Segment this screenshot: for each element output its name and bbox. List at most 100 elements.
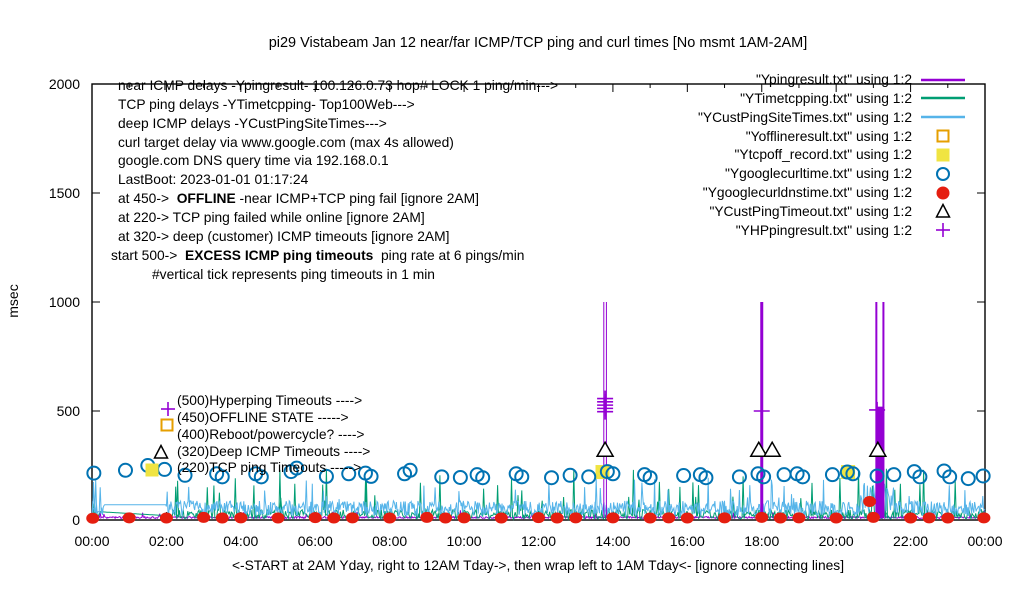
y-tick-label: 500: [57, 403, 81, 419]
legend-entry-8: "YCustPingTimeout.txt" using 1:2: [636, 202, 966, 221]
x-tick-label: 08:00: [372, 533, 407, 549]
y-tick-label: 1000: [49, 294, 80, 310]
y-tick-label: 0: [72, 512, 80, 528]
info-line-3: deep ICMP delays -YCustPingSiteTimes--->: [118, 116, 387, 131]
info-bold-text: OFFLINE: [176, 191, 236, 207]
threshold-label-4: (320)Deep ICMP Timeouts ---->: [177, 444, 371, 459]
legend-entry-1: "Ypingresult.txt" using 1:2: [636, 70, 966, 89]
triangle-open-icon: [935, 203, 951, 219]
info-line-11: #vertical tick represents ping timeouts …: [152, 267, 435, 282]
legend-sample: [920, 147, 966, 163]
legend-entry-2: "YTimetcpping.txt" using 1:2: [636, 89, 966, 108]
info-text: google.com DNS query time via 192.168.0.…: [118, 153, 389, 169]
axes: 00:00 02:00 04:00 06:00 08:00 10:00 12:00 14:00…: [49, 76, 1003, 549]
y-tick-label: 2000: [49, 76, 80, 92]
line-sample-icon: [921, 97, 965, 100]
legend-label: "YHPpingresult.txt" using 1:2: [735, 222, 912, 238]
legend-label: "Yofflineresult.txt" using 1:2: [745, 128, 912, 144]
legend-entry-6: "Ygooglecurltime.txt" using 1:2: [636, 164, 966, 183]
square-open-icon: [936, 129, 950, 143]
info-line-8: at 220-> TCP ping failed while online [i…: [118, 210, 425, 225]
legend-sample: [920, 114, 966, 120]
legend-label: "YTimetcpping.txt" using 1:2: [740, 90, 912, 106]
threshold-marker-1: [160, 401, 176, 417]
series-curl-circles: [86, 458, 991, 487]
info-text: near ICMP delays -Ypingresult- 100.126.0…: [118, 78, 559, 93]
legend-sample: [920, 77, 966, 83]
info-bold-text: EXCESS ICMP ping timeouts: [185, 247, 374, 263]
threshold-marker-2: [159, 417, 175, 433]
threshold-label-5: (220)TCP ping Timeouts ----->: [177, 460, 362, 475]
legend-sample: [920, 185, 966, 201]
series-hyperping-plus: [597, 390, 886, 420]
threshold-marker-5: [144, 462, 160, 478]
x-tick-label: 00:00: [967, 533, 1002, 549]
info-text: #vertical tick represents ping timeouts …: [152, 266, 435, 282]
legend-entry-5: "Ytcpoff_record.txt" using 1:2: [636, 145, 966, 164]
info-line-9: at 320-> deep (customer) ICMP timeouts […: [118, 229, 449, 244]
series-excess-icmp-spikes: [603, 302, 885, 519]
x-tick-label: 04:00: [223, 533, 258, 549]
legend-sample: [920, 95, 966, 101]
x-tick-label: 10:00: [447, 533, 482, 549]
plus-icon: [936, 223, 950, 238]
info-line-2: TCP ping delays -YTimetcpping- Top100Web…: [118, 97, 415, 112]
y-tick-label: 1500: [49, 185, 80, 201]
x-tick-label: 20:00: [819, 533, 854, 549]
info-text: ping rate at 6 pings/min: [373, 247, 525, 263]
info-line-7: at 450-> OFFLINE -near ICMP+TCP ping fai…: [118, 191, 479, 206]
threshold-label-1: (500)Hyperping Timeouts ---->: [177, 393, 363, 408]
threshold-label-3: (400)Reboot/powercycle? ---->: [177, 427, 365, 442]
legend-sample: [920, 166, 966, 182]
legend-entry-7: "Ygooglecurldnstime.txt" using 1:2: [636, 183, 966, 202]
info-line-10: start 500-> EXCESS ICMP ping timeouts pi…: [111, 248, 524, 263]
circle-filled-icon: [936, 186, 950, 200]
info-line-4: curl target delay via www.google.com (ma…: [118, 135, 454, 150]
threshold-label-2: (450)OFFLINE STATE ----->: [177, 410, 349, 425]
info-text: -near ICMP+TCP ping fail [ignore 2AM]: [235, 191, 479, 207]
info-text: at 220-> TCP ping failed while online [i…: [118, 209, 425, 225]
legend-label: "Ytcpoff_record.txt" using 1:2: [734, 147, 912, 163]
info-text: deep ICMP delays -YCustPingSiteTimes--->: [118, 115, 387, 131]
info-text: curl target delay via www.google.com (ma…: [118, 134, 454, 150]
circle-open-icon: [936, 166, 950, 181]
x-tick-label: 12:00: [521, 533, 556, 549]
square-filled-icon: [936, 148, 950, 162]
x-tick-label: 00:00: [74, 533, 109, 549]
legend-sample: [920, 203, 966, 219]
legend-label: "YCustPingTimeout.txt" using 1:2: [709, 203, 912, 219]
x-tick-label: 16:00: [670, 533, 705, 549]
legend-sample: [920, 128, 966, 144]
legend-label: "Ypingresult.txt" using 1:2: [755, 72, 912, 87]
info-line-5: google.com DNS query time via 192.168.0.…: [118, 153, 389, 168]
series-tcpoff-squares: [595, 465, 856, 480]
series-dns-dots: [86, 495, 991, 524]
info-line-1: near ICMP delays -Ypingresult- 100.126.0…: [118, 78, 558, 93]
line-sample-icon: [921, 78, 965, 81]
info-text: TCP ping delays -YTimetcpping- Top100Web…: [118, 96, 415, 112]
x-tick-label: 22:00: [893, 533, 928, 549]
triangle-open-icon: [153, 443, 169, 459]
legend-label: "Ygooglecurldnstime.txt" using 1:2: [702, 185, 912, 201]
legend-label: "YCustPingSiteTimes.txt" using 1:2: [697, 109, 912, 125]
info-text: LastBoot: 2023-01-01 01:17:24: [118, 172, 309, 188]
x-axis-note: <-START at 2AM Yday, right to 12AM Tday-…: [231, 558, 845, 573]
y-axis-label: msec: [5, 284, 21, 318]
x-tick-label: 02:00: [149, 533, 184, 549]
legend-sample: [920, 222, 966, 238]
info-line-6: LastBoot: 2023-01-01 01:17:24: [118, 172, 308, 187]
legend-entry-4: "Yofflineresult.txt" using 1:2: [636, 127, 966, 146]
series-cust-timeout-triangles: [595, 440, 888, 457]
chart-title: pi29 Vistabeam Jan 12 near/far ICMP/TCP …: [268, 35, 808, 51]
legend-entry-3: "YCustPingSiteTimes.txt" using 1:2: [636, 108, 966, 127]
series-deep-icmp-ycustpingsitetimes: [91, 477, 986, 518]
x-tick-label: 18:00: [744, 533, 779, 549]
info-text: at 320-> deep (customer) ICMP timeouts […: [118, 228, 450, 244]
plus-icon: [161, 402, 175, 416]
legend-label: "Ygooglecurltime.txt" using 1:2: [725, 166, 912, 182]
info-text: start 500->: [111, 247, 186, 263]
x-tick-label: 06:00: [298, 533, 333, 549]
threshold-marker-4: [153, 443, 169, 460]
